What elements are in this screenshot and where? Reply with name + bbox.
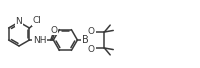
Text: B: B — [82, 35, 89, 45]
Text: O: O — [88, 44, 95, 54]
Text: NH: NH — [33, 35, 46, 44]
Text: O: O — [50, 26, 57, 34]
Text: O: O — [88, 27, 95, 35]
Text: Cl: Cl — [33, 16, 42, 25]
Text: N: N — [16, 17, 22, 27]
